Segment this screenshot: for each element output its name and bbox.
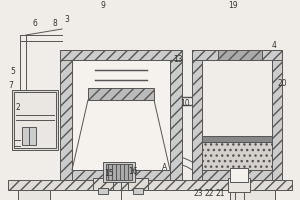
Bar bbox=[230, 168, 248, 182]
Bar bbox=[103, 162, 135, 182]
Bar bbox=[98, 188, 108, 194]
Bar bbox=[133, 188, 143, 194]
Bar bbox=[88, 88, 154, 100]
Bar bbox=[18, 190, 50, 200]
Text: 15: 15 bbox=[104, 168, 114, 178]
Bar bbox=[192, 170, 280, 180]
Text: 20: 20 bbox=[277, 78, 287, 88]
Bar bbox=[202, 142, 272, 170]
Text: 9: 9 bbox=[100, 1, 105, 10]
Bar bbox=[106, 164, 132, 180]
Bar bbox=[228, 178, 250, 192]
Bar bbox=[72, 60, 170, 170]
Bar bbox=[128, 178, 148, 190]
Bar bbox=[192, 50, 202, 180]
Text: 4: 4 bbox=[272, 42, 276, 50]
Text: 19: 19 bbox=[228, 1, 238, 10]
Bar bbox=[230, 190, 275, 200]
Text: 22: 22 bbox=[204, 188, 214, 198]
Text: 21: 21 bbox=[215, 188, 225, 198]
Text: 6: 6 bbox=[33, 19, 38, 27]
Bar bbox=[192, 50, 282, 60]
Text: 13: 13 bbox=[173, 55, 183, 64]
Bar bbox=[272, 50, 282, 180]
Bar bbox=[218, 50, 262, 60]
Bar bbox=[93, 178, 113, 190]
Text: 10: 10 bbox=[180, 99, 190, 108]
Bar bbox=[60, 50, 72, 180]
Text: 5: 5 bbox=[11, 66, 15, 75]
Text: 16: 16 bbox=[128, 168, 138, 176]
Text: 2: 2 bbox=[16, 104, 20, 112]
Bar bbox=[170, 50, 182, 180]
Bar bbox=[60, 170, 182, 180]
Text: 3: 3 bbox=[64, 16, 69, 24]
Text: A: A bbox=[162, 164, 168, 172]
Bar bbox=[14, 92, 56, 148]
Bar bbox=[202, 136, 272, 142]
Bar bbox=[60, 50, 182, 60]
Text: 8: 8 bbox=[52, 20, 57, 28]
Text: 23: 23 bbox=[193, 188, 203, 198]
Bar bbox=[8, 180, 292, 190]
Bar bbox=[12, 90, 58, 150]
Bar bbox=[22, 127, 36, 145]
Bar bbox=[202, 60, 272, 136]
Text: 7: 7 bbox=[9, 80, 14, 90]
